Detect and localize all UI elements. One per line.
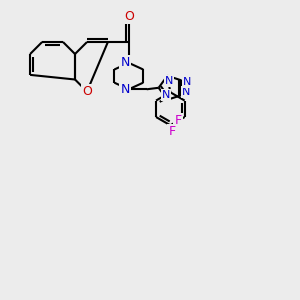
Text: N: N [121,56,130,69]
Text: F: F [175,113,182,127]
Text: N: N [121,83,130,96]
Text: N: N [182,87,191,97]
Text: N: N [165,76,173,86]
Text: O: O [82,85,92,98]
Text: N: N [183,77,192,87]
Text: O: O [124,10,134,23]
Text: N: N [162,90,170,100]
Text: F: F [168,125,175,138]
